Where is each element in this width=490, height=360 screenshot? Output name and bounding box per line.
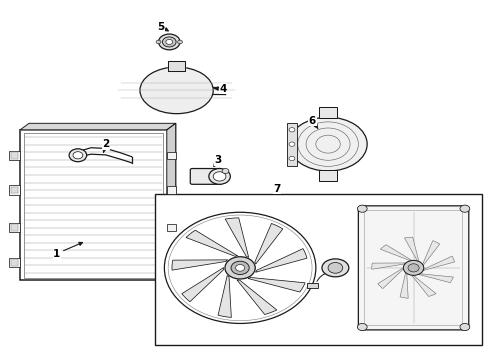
Circle shape: [231, 261, 249, 275]
Polygon shape: [378, 268, 403, 289]
Bar: [167, 259, 175, 266]
Bar: [11, 225, 18, 231]
FancyBboxPatch shape: [358, 206, 469, 330]
Bar: [167, 224, 175, 231]
Polygon shape: [168, 60, 185, 71]
Circle shape: [213, 172, 226, 181]
Circle shape: [408, 264, 419, 272]
Text: 7: 7: [273, 184, 280, 194]
Polygon shape: [225, 218, 249, 257]
Bar: [155, 194, 482, 345]
Polygon shape: [29, 123, 175, 274]
Text: 3: 3: [214, 155, 222, 166]
Polygon shape: [418, 274, 453, 283]
Bar: [9, 223, 20, 232]
Circle shape: [403, 260, 424, 275]
Bar: [287, 123, 297, 166]
Polygon shape: [218, 275, 231, 318]
Polygon shape: [422, 240, 440, 265]
Circle shape: [73, 152, 83, 159]
Text: 4: 4: [215, 84, 227, 94]
Polygon shape: [248, 278, 305, 292]
Polygon shape: [237, 280, 277, 315]
Text: 2: 2: [102, 139, 109, 153]
Circle shape: [460, 205, 470, 212]
Circle shape: [357, 323, 367, 330]
Bar: [9, 151, 20, 160]
Circle shape: [222, 168, 229, 174]
Bar: [11, 259, 18, 266]
Bar: [9, 185, 20, 195]
Circle shape: [357, 205, 367, 212]
Text: 1: 1: [53, 242, 82, 258]
Circle shape: [289, 128, 295, 132]
Circle shape: [159, 34, 180, 50]
Bar: [24, 133, 163, 278]
Circle shape: [164, 212, 316, 323]
Polygon shape: [172, 260, 227, 270]
Bar: [307, 283, 318, 288]
Bar: [11, 152, 18, 159]
Ellipse shape: [289, 117, 367, 171]
Polygon shape: [380, 245, 412, 261]
Circle shape: [162, 37, 176, 47]
Bar: [319, 107, 337, 118]
Circle shape: [166, 40, 172, 44]
Circle shape: [236, 265, 245, 271]
Circle shape: [289, 142, 295, 146]
Circle shape: [156, 40, 161, 44]
Circle shape: [328, 262, 343, 273]
Bar: [319, 170, 337, 181]
Polygon shape: [20, 123, 175, 130]
Polygon shape: [400, 273, 408, 298]
Bar: [9, 258, 20, 267]
Circle shape: [177, 40, 182, 44]
Text: 5: 5: [157, 22, 168, 32]
Polygon shape: [423, 256, 455, 270]
Circle shape: [209, 168, 230, 184]
Polygon shape: [186, 230, 238, 256]
Circle shape: [460, 323, 470, 330]
Bar: [11, 187, 18, 193]
Polygon shape: [372, 263, 406, 269]
Circle shape: [225, 257, 255, 279]
Bar: [20, 130, 167, 280]
Circle shape: [289, 156, 295, 161]
Ellipse shape: [322, 259, 349, 277]
FancyBboxPatch shape: [190, 168, 221, 184]
Bar: [167, 186, 175, 194]
Polygon shape: [404, 237, 419, 261]
Circle shape: [69, 149, 87, 162]
Bar: [167, 152, 175, 159]
Ellipse shape: [140, 67, 213, 114]
Polygon shape: [255, 224, 283, 264]
Polygon shape: [412, 275, 436, 296]
Text: 6: 6: [309, 116, 318, 129]
Polygon shape: [256, 249, 307, 272]
Polygon shape: [167, 123, 175, 280]
Polygon shape: [182, 267, 223, 302]
